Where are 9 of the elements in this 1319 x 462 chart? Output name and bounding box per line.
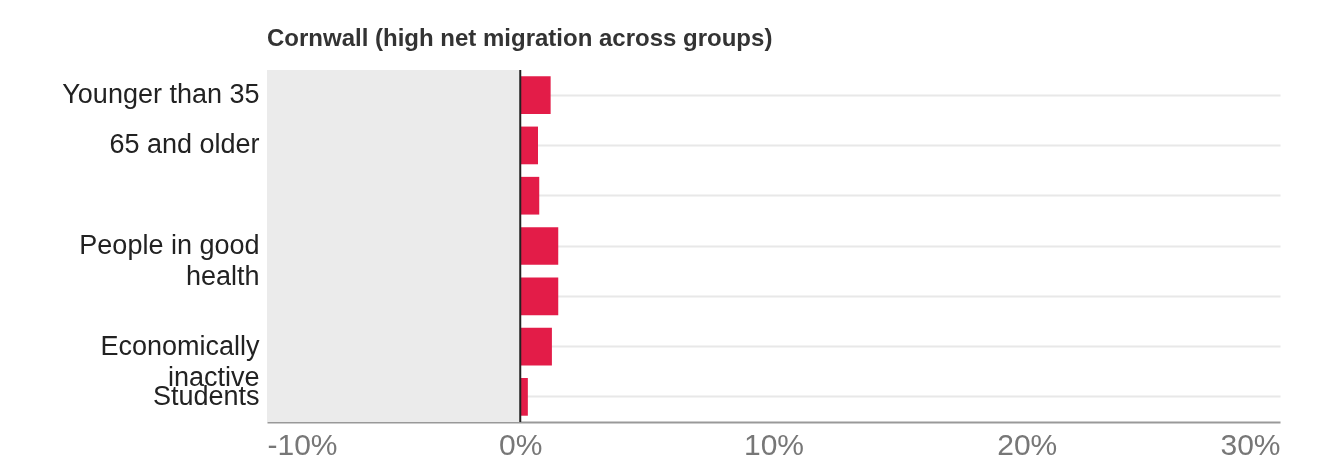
chart-title: Cornwall (high net migration across groups) <box>267 24 773 51</box>
x-tick-label: 0% <box>499 427 543 461</box>
x-tick-label: -10% <box>267 427 338 461</box>
x-tick-label: 10% <box>743 427 805 461</box>
y-tick-label: People in good health <box>79 230 260 291</box>
x-tick-label: 30% <box>1220 427 1281 461</box>
x-tick-label: 20% <box>997 427 1058 461</box>
y-tick-label: Younger than 35 <box>62 79 260 110</box>
y-tick-label: 65 and older <box>109 129 260 160</box>
